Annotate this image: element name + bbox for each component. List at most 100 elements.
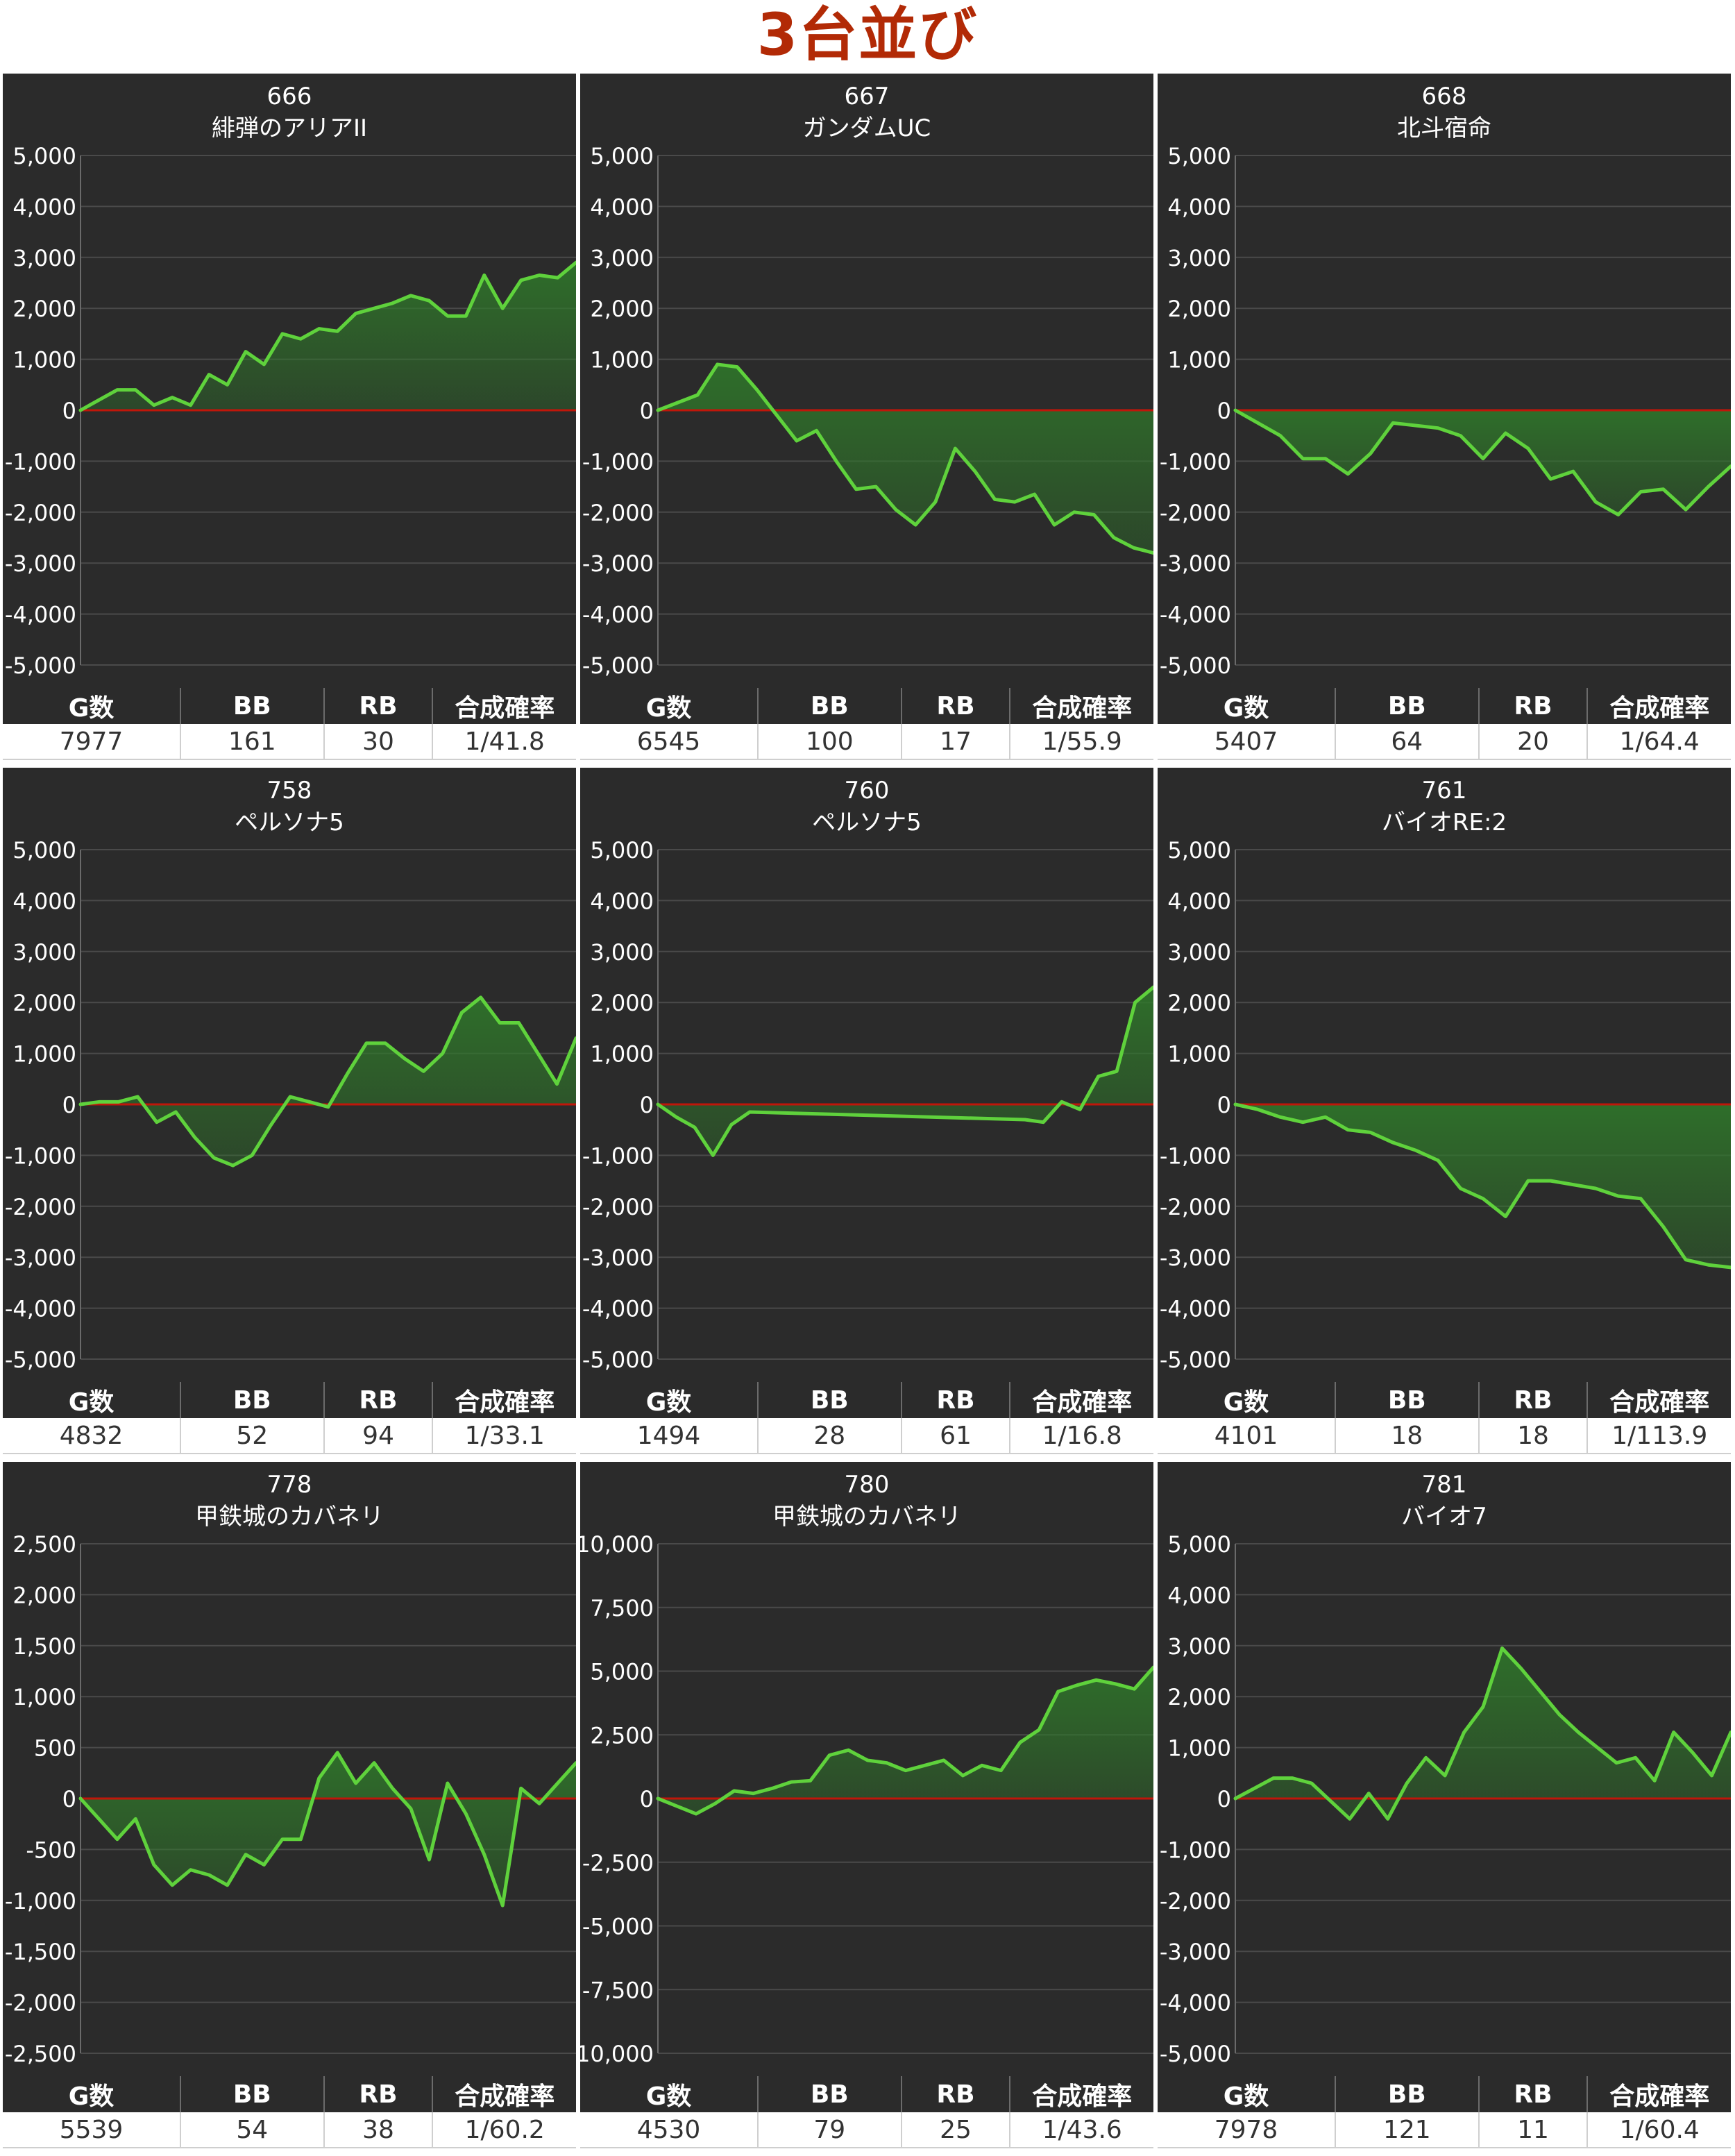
y-tick-label: -4,000 (582, 1296, 654, 1322)
y-tick-label: -1,000 (1160, 1143, 1231, 1169)
stats-header: BB (758, 2076, 902, 2112)
stats-header: BB (1335, 1382, 1480, 1418)
bb-count: 121 (1335, 2112, 1480, 2148)
stats-header: 合成確率 (432, 2076, 576, 2112)
area-fill (658, 987, 1153, 1156)
line-chart: 668 北斗宿命 5,000 4,000 3,000 2,000 1,000 0 -1,000 -… (1160, 83, 1731, 679)
y-tick-label: -2,500 (5, 2041, 76, 2067)
stats-header: G数 (1158, 2076, 1337, 2112)
y-tick-label: 10,000 (580, 1531, 654, 1558)
y-tick-label: 2,000 (590, 296, 654, 322)
rb-count: 18 (1478, 1418, 1589, 1454)
bb-count: 52 (180, 1418, 325, 1454)
y-tick-label: -2,000 (582, 1194, 654, 1220)
stats-header: 合成確率 (1587, 2076, 1731, 2112)
stats-table: G数 BB RB 合成確率 1494 28 61 1/16.8 (580, 1382, 1153, 1454)
stats-value-row: 4530 79 25 1/43.6 (580, 2112, 1153, 2148)
stats-value-row: 4101 18 18 1/113.9 (1158, 1418, 1731, 1454)
stats-header: BB (180, 688, 325, 724)
y-tick-label: 2,000 (12, 1582, 76, 1608)
y-tick-label: -7,500 (582, 1977, 654, 2003)
y-tick-label: 1,000 (590, 1041, 654, 1068)
machine-number: 781 (1422, 1471, 1467, 1499)
stats-header: 合成確率 (1010, 2076, 1153, 2112)
line-chart: 667 ガンダムUC 5,000 4,000 3,000 2,000 1,000 0 -1,00… (582, 83, 1153, 679)
y-tick-label: 4,000 (12, 888, 76, 914)
rb-count: 11 (1478, 2112, 1589, 2148)
games-count: 4530 (580, 2112, 759, 2148)
line-chart: 758 ペルソナ5 5,000 4,000 3,000 2,000 1,000 0 -1,000… (5, 777, 576, 1373)
rb-count: 38 (323, 2112, 434, 2148)
games-count: 1494 (580, 1418, 759, 1454)
stats-value-row: 1494 28 61 1/16.8 (580, 1418, 1153, 1454)
y-tick-label: 3,000 (1167, 245, 1231, 271)
machine-panel: 667 ガンダムUC 5,000 4,000 3,000 2,000 1,000 0 -1,00… (580, 74, 1153, 761)
y-tick-label: 1,000 (12, 1041, 76, 1068)
machine-name: ガンダムUC (803, 115, 931, 142)
stats-header: BB (180, 2076, 325, 2112)
y-tick-label: 0 (62, 1092, 76, 1118)
machine-number: 761 (1422, 777, 1467, 805)
y-tick-label: -5,000 (1160, 2041, 1231, 2067)
stats-header: RB (901, 1382, 1011, 1418)
stats-header: RB (1478, 1382, 1589, 1418)
y-tick-label: -10,000 (580, 2041, 654, 2067)
machine-number: 758 (267, 777, 312, 805)
y-tick-label: 0 (1217, 1092, 1231, 1118)
chart-area: 778 甲鉄城のカバネリ 2,500 2,000 1,500 1,000 500 0 -500 -… (3, 1462, 576, 2076)
y-tick-label: -3,000 (582, 550, 654, 577)
area-fill (1235, 1104, 1731, 1268)
machine-name: ペルソナ5 (812, 809, 922, 836)
stats-header: 合成確率 (1010, 1382, 1153, 1418)
machine-number: 780 (845, 1471, 890, 1499)
rb-count: 17 (901, 724, 1011, 760)
rb-count: 25 (901, 2112, 1011, 2148)
y-tick-label: 5,000 (1167, 837, 1231, 864)
y-tick-label: 1,000 (12, 347, 76, 373)
y-tick-label: 2,000 (590, 990, 654, 1016)
stats-header-row: G数 BB RB 合成確率 (1158, 2076, 1731, 2112)
stats-value-row: 5539 54 38 1/60.2 (3, 2112, 576, 2148)
y-tick-label: 5,000 (590, 143, 654, 169)
machine-number: 667 (845, 83, 890, 110)
bb-count: 100 (758, 724, 902, 760)
combined-rate: 1/113.9 (1587, 1418, 1731, 1454)
series-line (656, 1665, 1153, 1816)
machine-panel: 760 ペルソナ5 5,000 4,000 3,000 2,000 1,000 0 -1,000… (580, 768, 1153, 1455)
y-tick-label: 5,000 (590, 1659, 654, 1685)
y-tick-label: -4,000 (1160, 1296, 1231, 1322)
line-chart: 761 バイオRE:2 5,000 4,000 3,000 2,000 1,000 0 -1,0… (1160, 777, 1731, 1373)
y-tick-label: -2,000 (1160, 500, 1231, 526)
y-tick-label: 2,500 (12, 1531, 76, 1558)
line-chart: 760 ペルソナ5 5,000 4,000 3,000 2,000 1,000 0 -1,000… (582, 777, 1153, 1373)
machine-name: 緋弾のアリアII (212, 115, 367, 142)
y-tick-label: 0 (1217, 1786, 1231, 1812)
stats-header: 合成確率 (432, 1382, 576, 1418)
stats-header: G数 (1158, 1382, 1337, 1418)
stats-header: RB (1478, 2076, 1589, 2112)
stats-header: BB (758, 1382, 902, 1418)
rb-count: 61 (901, 1418, 1011, 1454)
stats-table: G数 BB RB 合成確率 5407 64 20 1/64.4 (1158, 688, 1731, 760)
y-tick-label: 0 (1217, 398, 1231, 424)
stats-header: G数 (3, 2076, 182, 2112)
y-tick-label: -5,000 (5, 1347, 76, 1373)
y-tick-label: 4,000 (1167, 888, 1231, 914)
stats-header: BB (758, 688, 902, 724)
games-count: 7978 (1158, 2112, 1337, 2148)
chart-area: 781 バイオ7 5,000 4,000 3,000 2,000 1,000 0 -1,000 -… (1158, 1462, 1731, 2076)
y-tick-label: 3,000 (12, 245, 76, 271)
stats-table: G数 BB RB 合成確率 4101 18 18 1/113.9 (1158, 1382, 1731, 1454)
y-tick-label: -1,500 (5, 1939, 76, 1965)
rb-count: 30 (323, 724, 434, 760)
stats-header-row: G数 BB RB 合成確率 (3, 1382, 576, 1418)
y-tick-label: -2,000 (1160, 1194, 1231, 1220)
stats-header-row: G数 BB RB 合成確率 (3, 2076, 576, 2112)
series-line (656, 362, 1153, 555)
y-tick-label: -4,000 (1160, 602, 1231, 628)
y-tick-label: 1,000 (1167, 1735, 1231, 1762)
y-tick-label: 5,000 (1167, 143, 1231, 169)
y-tick-label: -2,500 (582, 1850, 654, 1876)
y-tick-label: 2,000 (12, 990, 76, 1016)
chart-area: 760 ペルソナ5 5,000 4,000 3,000 2,000 1,000 0 -1,000… (580, 768, 1153, 1382)
